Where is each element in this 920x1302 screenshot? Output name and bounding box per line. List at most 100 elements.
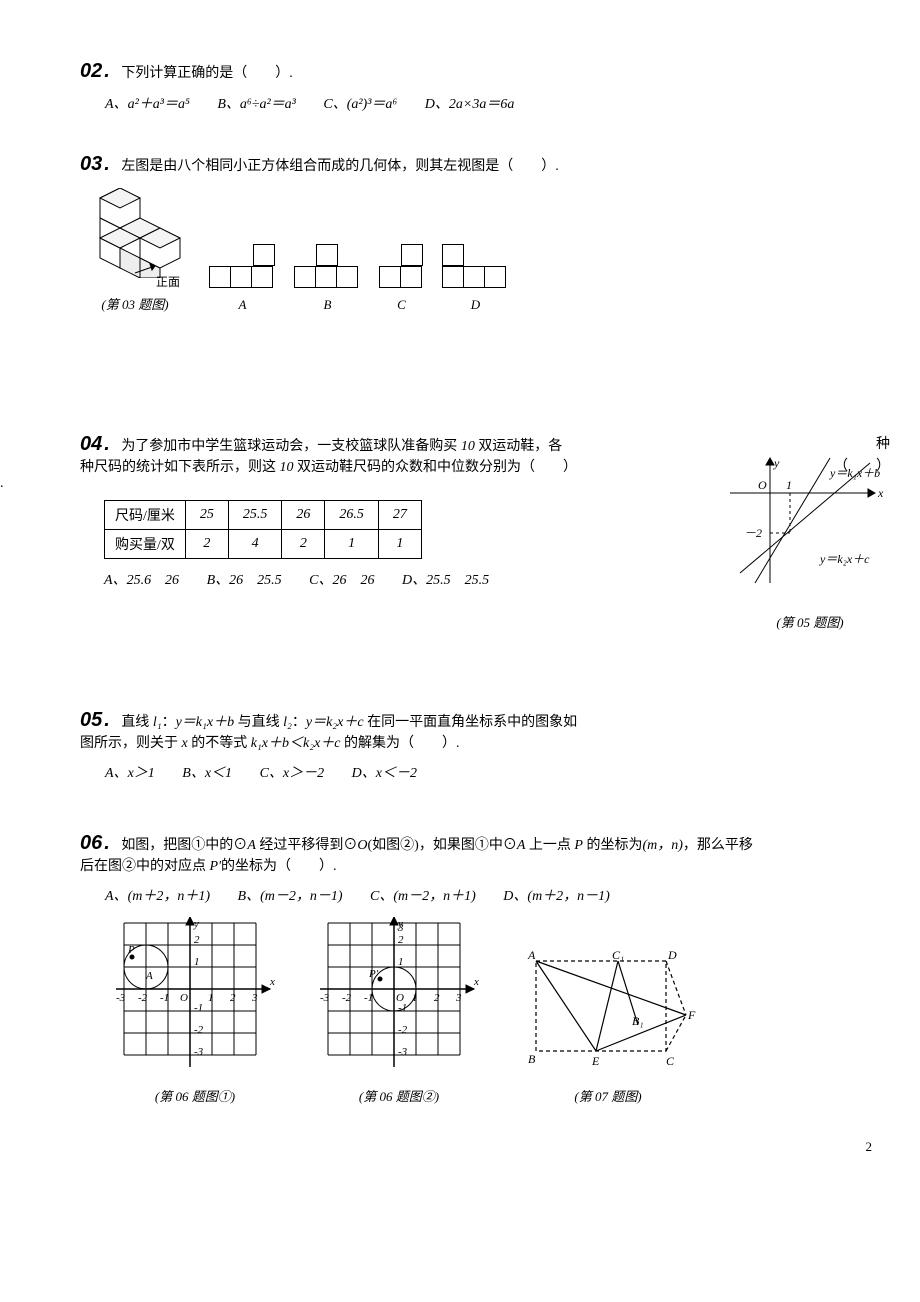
q05-graph: y x O 1 －2 y＝k₁x＋b y＝k₂x＋c (第 05 题图) <box>720 453 900 631</box>
q05-graph-svg: y x O 1 －2 y＝k₁x＋b y＝k₂x＋c <box>720 453 900 603</box>
question-06: 06 如图，把图①中的⊙A 经过平移得到⊙O(如图②)，如果图①中⊙A 上一点 … <box>80 832 880 1105</box>
q06-choice-c-text: (m－2，n＋1) <box>393 889 475 904</box>
q06-tc: (如图②)，如果图①中⊙ <box>368 838 517 853</box>
q02-choice-c-text: (a²)³＝a⁶ <box>347 97 398 112</box>
q03-option-c: C <box>380 245 423 313</box>
q02-text: 下列计算正确的是（ ）. <box>121 66 293 81</box>
q05-choice-d: D、x＜－2 <box>352 762 417 782</box>
svg-text:2: 2 <box>194 934 200 946</box>
q02-number: 02 <box>80 60 110 83</box>
q02-choice-a-text: a²＋a³＝a⁵ <box>128 97 190 112</box>
q06-ta: 如图，把图①中的⊙ <box>121 838 247 853</box>
q05-tg: 的不等式 <box>188 736 251 751</box>
q05-y-label: y <box>773 456 780 470</box>
q06-number: 06 <box>80 832 110 855</box>
q03-text: 左图是由八个相同小正方体组合而成的几何体，则其左视图是（ ）. <box>121 159 559 174</box>
q07-svg: A C₁ D B E C F B₁ <box>518 947 698 1077</box>
table-d5: 1 <box>378 530 421 559</box>
svg-text:E: E <box>591 1054 600 1068</box>
table-c2: 25.5 <box>228 501 282 530</box>
q06-tf: ，那么平移 <box>683 838 753 853</box>
svg-text:3: 3 <box>193 917 200 920</box>
q03-option-b: B <box>295 245 360 313</box>
q06-A1: A <box>247 838 256 853</box>
q06-figures: yx O P A 12. 3 -1-2-3 123 -1-2-3 (第 06 题… <box>110 917 880 1105</box>
svg-text:B: B <box>528 1052 536 1066</box>
q05-tb: ： <box>162 715 176 730</box>
question-04: 04 为了参加市中学生篮球运动会，一支校篮球队准备购买 10 双运动鞋，各 种 … <box>80 433 880 589</box>
q06-tg: 后在图②中的对应点 <box>80 859 210 874</box>
q02-choice-b: B、a⁶÷a²＝a³ <box>217 93 296 113</box>
q04-number: 04 <box>80 433 110 456</box>
q06-O1: O <box>357 838 367 853</box>
q06-choices: A、(m＋2，n＋1) B、(m－2，n－1) C、(m－2，n＋1) D、(m… <box>105 885 880 905</box>
q02-choice-d: D、2a×3a＝6a <box>425 93 515 113</box>
svg-text:3: 3 <box>455 992 462 1004</box>
q04-choice-c: C、26 26 <box>309 569 374 589</box>
svg-text:A: A <box>145 970 153 982</box>
q05-eq2-label: y＝k₂x＋c <box>819 552 870 566</box>
svg-text:C₁: C₁ <box>612 948 624 962</box>
svg-text:x: x <box>473 976 479 988</box>
svg-text:P': P' <box>368 968 379 980</box>
svg-text:-1: -1 <box>194 1002 203 1014</box>
q04-text-c: 种尺码的统计如下表所示，则这 <box>80 460 280 475</box>
table-row-header: 尺码/厘米 25 25.5 26 26.5 27 <box>105 501 422 530</box>
q06-grid1: yx O P A 12. 3 -1-2-3 123 -1-2-3 (第 06 题… <box>110 917 280 1105</box>
q05-eq2: y＝k₂x＋c <box>306 715 364 730</box>
q07-cap: (第 07 题图) <box>518 1086 698 1105</box>
q05-tc: 与直线 <box>234 715 283 730</box>
q04-table: 尺码/厘米 25 25.5 26 26.5 27 购买量/双 2 4 2 1 1 <box>104 500 422 559</box>
table-c5: 27 <box>378 501 421 530</box>
q06-choice-b: B、(m－2，n－1) <box>238 885 343 905</box>
svg-text:-3: -3 <box>320 992 330 1004</box>
q06-choice-c: C、(m－2，n＋1) <box>370 885 476 905</box>
svg-text:-3: -3 <box>194 1046 204 1058</box>
svg-text:2: 2 <box>398 934 404 946</box>
svg-text:-1: -1 <box>160 992 169 1004</box>
q03-label-d: D <box>443 297 508 313</box>
q05-choice-a-text: x＞1 <box>128 766 155 781</box>
q05-choice-b: B、x＜1 <box>182 762 232 782</box>
q06-td: 上一点 <box>525 838 574 853</box>
question-02: 02 下列计算正确的是（ ）. A、a²＋a³＝a⁵ B、a⁶÷a²＝a³ C、… <box>80 60 880 113</box>
svg-text:2: 2 <box>230 992 236 1004</box>
q04-choice-d-text: 25.5 25.5 <box>426 573 489 588</box>
q05-one-label: 1 <box>786 478 792 492</box>
svg-text:P: P <box>127 944 135 956</box>
q04-overflow-种: 种 <box>876 433 890 453</box>
q05-eq1: y＝k₁x＋b <box>176 715 235 730</box>
table-c4: 26.5 <box>325 501 379 530</box>
q02-choices: A、a²＋a³＝a⁵ B、a⁶÷a²＝a³ C、(a²)³＝a⁶ D、2a×3a… <box>105 93 880 113</box>
svg-text:F: F <box>687 1008 696 1022</box>
question-03: 03 左图是由八个相同小正方体组合而成的几何体，则其左视图是（ ）. <box>80 153 880 313</box>
table-d3: 2 <box>282 530 325 559</box>
cube-solid-icon <box>80 188 190 278</box>
q04-choice-b: B、26 25.5 <box>207 569 282 589</box>
q04-ten-1: 10 <box>461 439 475 454</box>
svg-text:2: 2 <box>434 992 440 1004</box>
q06-choice-b-text: (m－2，n－1) <box>260 889 342 904</box>
q03-label-a: A <box>210 297 275 313</box>
table-c3: 26 <box>282 501 325 530</box>
table-c1: 25 <box>185 501 228 530</box>
svg-text:D: D <box>667 948 677 962</box>
page-number: 2 <box>866 1139 873 1155</box>
svg-text:1: 1 <box>412 992 418 1004</box>
svg-text:-2: -2 <box>398 1024 408 1036</box>
svg-text:1: 1 <box>398 956 404 968</box>
svg-text:1: 1 <box>208 992 214 1004</box>
svg-text:1: 1 <box>194 956 200 968</box>
q05-O-label: O <box>758 478 767 492</box>
q05-choices: A、x＞1 B、x＜1 C、x＞－2 D、x＜－2 <box>105 762 880 782</box>
q02-choice-d-text: 2a×3a＝6a <box>449 97 514 112</box>
q04-period: . <box>0 476 4 491</box>
svg-text:-2: -2 <box>194 1024 204 1036</box>
q06-mn: (m，n) <box>642 838 682 853</box>
q05-ineq: k₁x＋b＜k₂x＋c <box>251 736 341 751</box>
q03-figures: 正面 (第 03 题图) A B C <box>80 188 880 313</box>
q05-ta: 直线 <box>121 715 153 730</box>
q05-choice-c: C、x＞－2 <box>260 762 325 782</box>
q06-cap2: (第 06 题图②) <box>314 1086 484 1105</box>
q06-grid2-svg: yx O P' 123 -1-2-3 123 -1-2-3 <box>314 917 484 1077</box>
